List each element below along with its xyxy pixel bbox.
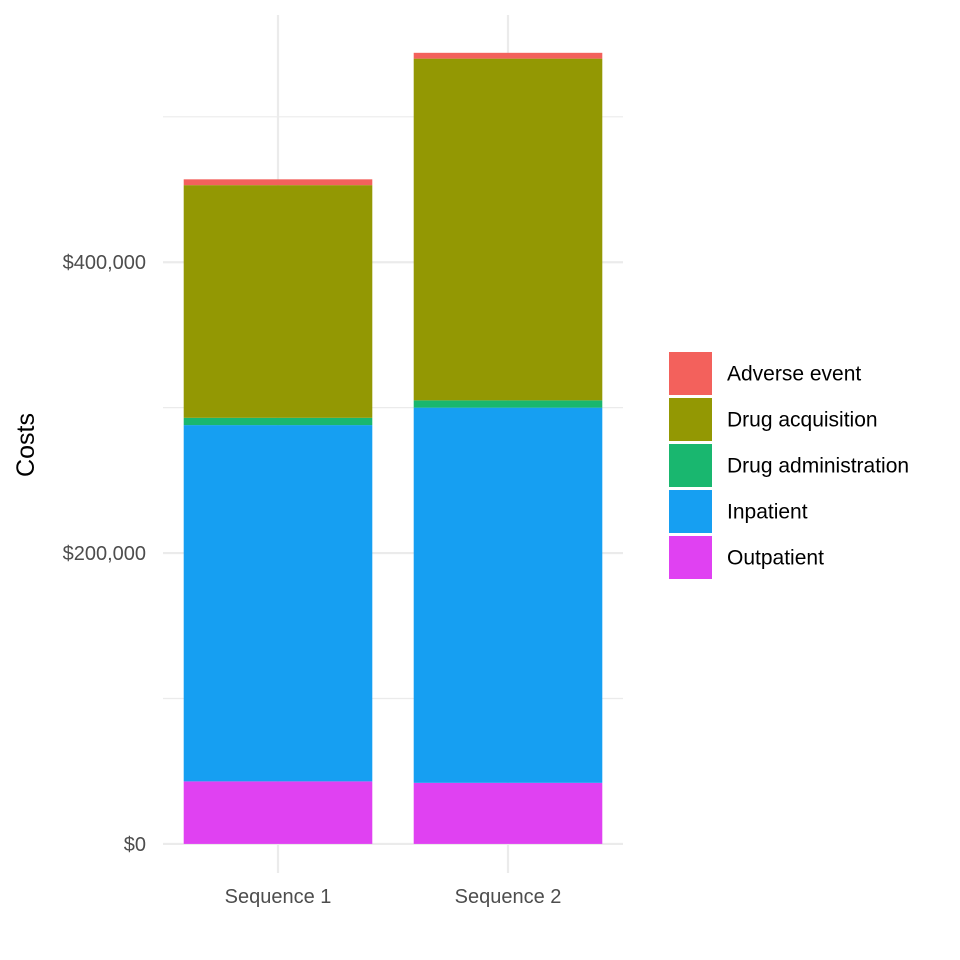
bar-segment-drug-administration-2 bbox=[413, 400, 603, 408]
legend-key-adverse-event bbox=[669, 352, 712, 395]
x-tick-labels: Sequence 1 Sequence 2 bbox=[225, 886, 562, 908]
legend-label: Drug administration bbox=[727, 455, 909, 478]
y-tick-label: $400,000 bbox=[63, 252, 146, 274]
bar-segment-outpatient-1 bbox=[183, 781, 373, 844]
legend-label: Inpatient bbox=[727, 501, 808, 524]
bar-segment-inpatient-2 bbox=[413, 407, 603, 783]
y-tick-labels: $0 $200,000 $400,000 bbox=[63, 252, 146, 856]
bar-segment-drug-acquisition-1 bbox=[183, 185, 373, 418]
legend-label: Drug acquisition bbox=[727, 409, 878, 432]
x-tick-label: Sequence 1 bbox=[225, 886, 332, 908]
bar-segment-inpatient-1 bbox=[183, 425, 373, 782]
y-axis-title: Costs bbox=[12, 413, 40, 477]
legend-key-drug-acquisition bbox=[669, 398, 712, 441]
y-tick-label: $0 bbox=[124, 834, 146, 856]
legend-key-outpatient bbox=[669, 536, 712, 579]
bar-segment-drug-administration-1 bbox=[183, 417, 373, 426]
bars bbox=[183, 52, 603, 844]
legend-key-inpatient bbox=[669, 490, 712, 533]
bar-segment-adverse-event-1 bbox=[183, 179, 373, 186]
legend-label: Adverse event bbox=[727, 363, 861, 386]
legend-key-drug-administration bbox=[669, 444, 712, 487]
y-tick-label: $200,000 bbox=[63, 543, 146, 565]
bar-segment-adverse-event-2 bbox=[413, 52, 603, 59]
bar-segment-outpatient-2 bbox=[413, 782, 603, 844]
legend-label: Outpatient bbox=[727, 547, 824, 570]
bar-segment-drug-acquisition-2 bbox=[413, 58, 603, 401]
x-tick-label: Sequence 2 bbox=[455, 886, 562, 908]
legend: Adverse event Drug acquisition Drug admini… bbox=[669, 352, 909, 579]
